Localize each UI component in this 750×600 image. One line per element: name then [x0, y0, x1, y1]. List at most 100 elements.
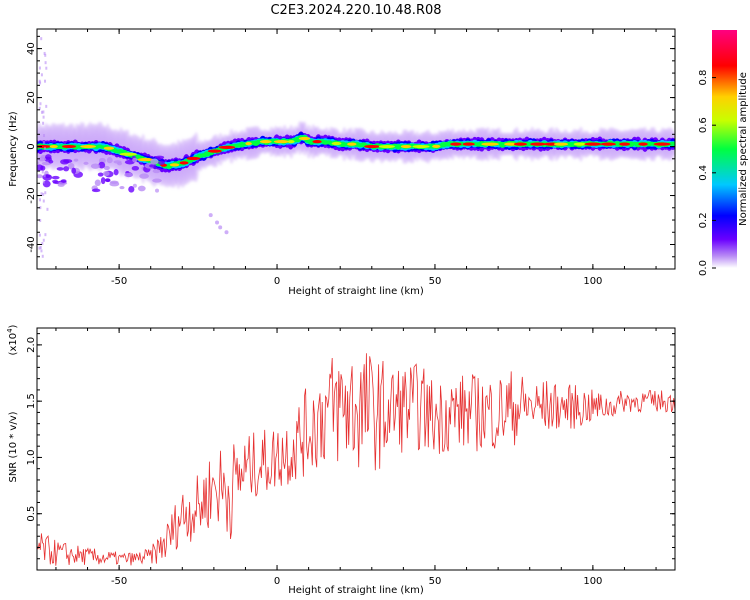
scatter-cell: [42, 121, 45, 125]
snr-x-axis-label: Height of straight line (km): [288, 585, 424, 596]
x-tick-label: 50: [429, 276, 442, 287]
spectral-peak: [584, 142, 602, 146]
x-tick-label: 0: [274, 276, 280, 287]
spectral-peak: [450, 142, 462, 146]
spectral-peak: [481, 142, 499, 146]
x-tick-label: 100: [583, 276, 602, 287]
scatter-cell: [44, 53, 47, 57]
x-tick-label: -50: [111, 276, 127, 287]
scatter-cell: [42, 110, 45, 114]
spectral-peak: [513, 142, 527, 146]
spectral-peak: [186, 156, 201, 161]
scatter-cell: [152, 169, 161, 174]
scatter-cell: [224, 230, 229, 235]
scatter-cell: [137, 185, 146, 192]
colorbar-tick-label: 0.6: [698, 117, 709, 133]
spectral-peak: [504, 142, 518, 146]
scatter-cell: [39, 81, 42, 85]
scatter-cell: [37, 174, 43, 179]
scatter-cell: [113, 169, 119, 176]
scatter-cell: [42, 199, 45, 203]
spectrogram-x-axis-label: Height of straight line (km): [288, 286, 424, 297]
snr-y-axis-label: SNR (10 * v/v): [8, 411, 19, 482]
spectral-peak: [619, 142, 631, 146]
spectrogram-panel: -50 0 50 100 -40 -20 0 20 40 Height of straight…: [8, 28, 749, 297]
scatter-cell: [63, 166, 70, 172]
scatter-cell: [44, 79, 47, 83]
scatter-cell: [38, 66, 41, 70]
scatter-cell: [38, 233, 41, 237]
scatter-cell: [131, 166, 140, 171]
snr-series-line: [37, 353, 675, 566]
scatter-cell: [218, 225, 223, 230]
spectral-peak: [412, 144, 430, 149]
spectral-peak: [61, 144, 77, 149]
snr-y-multiplier-exp: 4: [6, 328, 14, 333]
colorbar-tick-label: 0.2: [698, 212, 709, 228]
scatter-cell: [45, 174, 51, 179]
spectrogram-scatter: [37, 37, 229, 258]
scatter-cell: [43, 146, 46, 150]
scatter-cell: [119, 186, 125, 190]
scatter-cell: [109, 181, 120, 187]
scatter-cell: [113, 160, 122, 164]
snr-plot-area: [37, 328, 675, 570]
spectral-peak: [37, 144, 51, 149]
scatter-cell: [102, 171, 110, 177]
scatter-cell: [38, 198, 41, 202]
spectral-peak: [462, 142, 475, 146]
y-tick-label: 1.5: [26, 393, 37, 409]
spectral-peak: [331, 141, 342, 146]
scatter-cell: [45, 66, 48, 70]
scatter-cell: [124, 172, 134, 178]
scatter-cell: [154, 155, 165, 160]
figure-title: C2E3.2024.220.10.48.R08: [270, 3, 441, 18]
scatter-cell: [100, 177, 106, 185]
scatter-cell: [40, 73, 43, 77]
scatter-cell: [152, 178, 162, 183]
scatter-cell: [106, 157, 113, 164]
x-tick-label: -50: [111, 576, 127, 587]
spectrogram-y-axis-label: Frequency (Hz): [8, 111, 19, 187]
scatter-cell: [71, 167, 77, 174]
scatter-cell: [41, 242, 44, 246]
spectrogram-ridge: [37, 37, 675, 258]
spectral-peak: [638, 142, 648, 146]
scatter-cell: [44, 233, 47, 237]
scatter-cell: [90, 163, 100, 169]
scatter-cell: [128, 185, 135, 193]
x-tick-label: 50: [429, 576, 442, 587]
x-tick-label: 0: [274, 576, 280, 587]
y-tick-label: 20: [26, 91, 37, 104]
scatter-cell: [43, 173, 46, 177]
y-tick-label: -40: [26, 236, 37, 252]
colorbar-label: Normalized spectral amplitude: [738, 72, 749, 226]
colorbar-tick-label: 0.4: [698, 165, 709, 181]
spectral-peak: [49, 144, 58, 149]
scatter-cell: [41, 170, 44, 174]
spectral-peak: [544, 142, 559, 146]
scatter-cell: [37, 156, 47, 162]
scatter-cell: [124, 159, 135, 165]
scatter-cell: [44, 61, 47, 65]
scatter-cell: [40, 192, 43, 196]
spectral-peak: [119, 152, 137, 156]
spectral-cell: [669, 141, 675, 146]
y-tick-label: 1.0: [26, 449, 37, 465]
scatter-cell: [51, 175, 60, 180]
spectral-peak: [207, 149, 222, 153]
spectral-peak: [245, 142, 252, 146]
scatter-cell: [67, 162, 75, 170]
scatter-cell: [42, 238, 45, 242]
spectral-peak: [312, 140, 322, 144]
spectrogram-y-ticks: -40 -20 0 20 40: [26, 35, 675, 258]
spectrogram-hotspots: [37, 136, 671, 167]
spectral-peak: [600, 142, 616, 146]
scatter-cell: [38, 106, 41, 110]
scatter-cell: [46, 207, 49, 211]
y-tick-label: 0: [26, 143, 37, 149]
spectral-peak: [347, 142, 357, 146]
spectral-peak: [287, 140, 295, 144]
scatter-cell: [83, 161, 89, 165]
scatter-cell: [40, 165, 46, 171]
